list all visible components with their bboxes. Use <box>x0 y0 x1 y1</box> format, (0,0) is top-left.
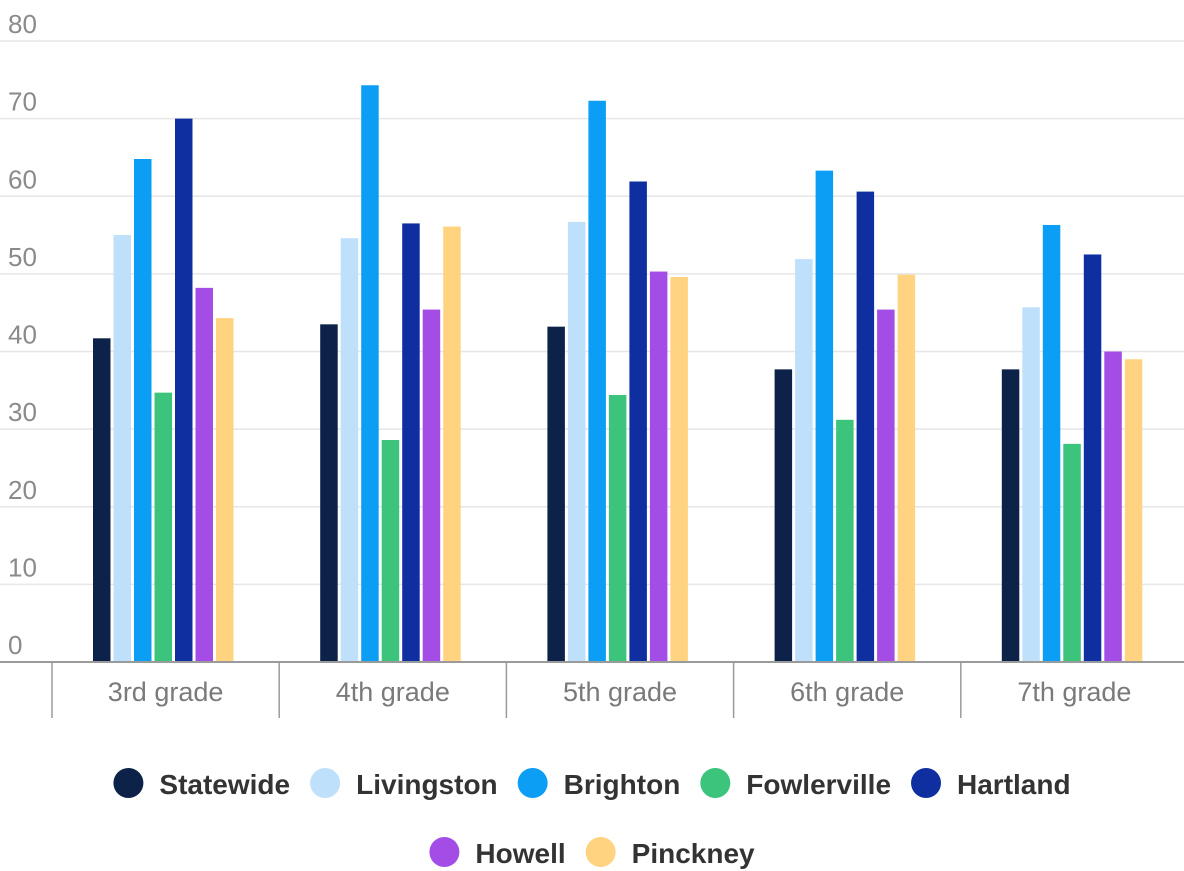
y-axis-ticks: 0 10 20 30 40 50 60 70 80 <box>8 9 37 660</box>
bar-hartland-5th <box>629 181 647 662</box>
bar-howell-6th <box>877 309 895 662</box>
bars <box>93 85 1143 663</box>
bar-fowlerville-5th <box>608 394 627 662</box>
bar-brighton-6th <box>815 170 834 663</box>
bar-statewide-4th <box>320 324 338 662</box>
legend-swatch <box>113 768 144 798</box>
y-tick-label: 30 <box>8 397 37 427</box>
bar-brighton-5th <box>588 100 606 663</box>
bar-pinckney-7th <box>1124 359 1143 662</box>
legend-item-fowlerville: Fowlerville <box>700 768 891 800</box>
bar-statewide-7th <box>1001 369 1020 662</box>
bar-howell-4th <box>422 309 441 662</box>
legend-label: Hartland <box>957 769 1071 800</box>
x-axis-categories: 3rd grade 4th grade 5th grade 6th grade 7th … <box>51 663 1131 718</box>
bar-statewide-6th <box>774 369 793 662</box>
legend-item-pinckney: Pinckney <box>585 837 755 869</box>
legend-swatch <box>911 768 942 798</box>
x-category-label: 4th grade <box>336 677 450 707</box>
legend-swatch <box>700 768 731 798</box>
y-tick-label: 40 <box>8 320 37 350</box>
bar-pinckney-3th <box>216 318 234 662</box>
bar-livingston-6th <box>795 259 813 662</box>
y-tick-label: 80 <box>8 9 37 39</box>
legend-label: Fowlerville <box>746 769 891 800</box>
bar-brighton-3th <box>134 158 152 663</box>
bar-hartland-7th <box>1083 254 1102 662</box>
bar-livingston-5th <box>567 221 586 662</box>
bar-fowlerville-4th <box>381 439 400 662</box>
bar-howell-5th <box>649 271 668 662</box>
x-category-label: 5th grade <box>563 677 677 707</box>
bar-fowlerville-3th <box>154 392 172 662</box>
y-tick-label: 50 <box>8 242 37 272</box>
bar-fowlerville-7th <box>1063 443 1081 662</box>
legend-label: Pinckney <box>632 838 755 869</box>
legend-item-hartland: Hartland <box>911 768 1071 800</box>
legend-label: Livingston <box>356 769 498 800</box>
bar-livingston-4th <box>340 238 359 663</box>
bar-fowlerville-6th <box>836 419 854 662</box>
legend-swatch <box>310 768 341 798</box>
bar-livingston-7th <box>1022 307 1040 662</box>
legend-item-livingston: Livingston <box>310 768 498 800</box>
y-tick-label: 60 <box>8 164 37 194</box>
legend-label: Howell <box>475 838 565 869</box>
legend-label: Brighton <box>564 769 681 800</box>
legend: Statewide Livingston Brighton Fowlerville Ha… <box>113 768 1071 869</box>
legend-swatch <box>429 837 460 867</box>
legend-swatch <box>517 768 548 798</box>
bar-hartland-3th <box>175 118 193 662</box>
y-tick-label: 10 <box>8 552 37 582</box>
bar-howell-3th <box>195 287 213 662</box>
bar-brighton-7th <box>1042 224 1061 662</box>
legend-item-brighton: Brighton <box>517 768 681 800</box>
bar-statewide-5th <box>547 326 565 662</box>
legend-label: Statewide <box>159 769 290 800</box>
y-tick-label: 0 <box>8 630 22 660</box>
bar-pinckney-5th <box>670 276 688 662</box>
bar-howell-7th <box>1104 351 1122 662</box>
bar-brighton-4th <box>361 85 379 663</box>
bar-pinckney-6th <box>897 274 916 662</box>
legend-item-howell: Howell <box>429 837 566 869</box>
bar-livingston-3th <box>113 235 131 662</box>
x-category-label: 7th grade <box>1017 677 1131 707</box>
legend-item-statewide: Statewide <box>113 768 290 800</box>
bar-hartland-6th <box>856 191 875 662</box>
legend-swatch <box>585 837 616 867</box>
x-category-label: 3rd grade <box>108 677 224 707</box>
y-tick-label: 20 <box>8 475 37 505</box>
y-tick-label: 70 <box>8 87 37 117</box>
bar-hartland-4th <box>402 223 420 662</box>
bar-pinckney-4th <box>443 226 461 662</box>
x-category-label: 6th grade <box>790 677 904 707</box>
bar-statewide-3th <box>93 338 111 662</box>
